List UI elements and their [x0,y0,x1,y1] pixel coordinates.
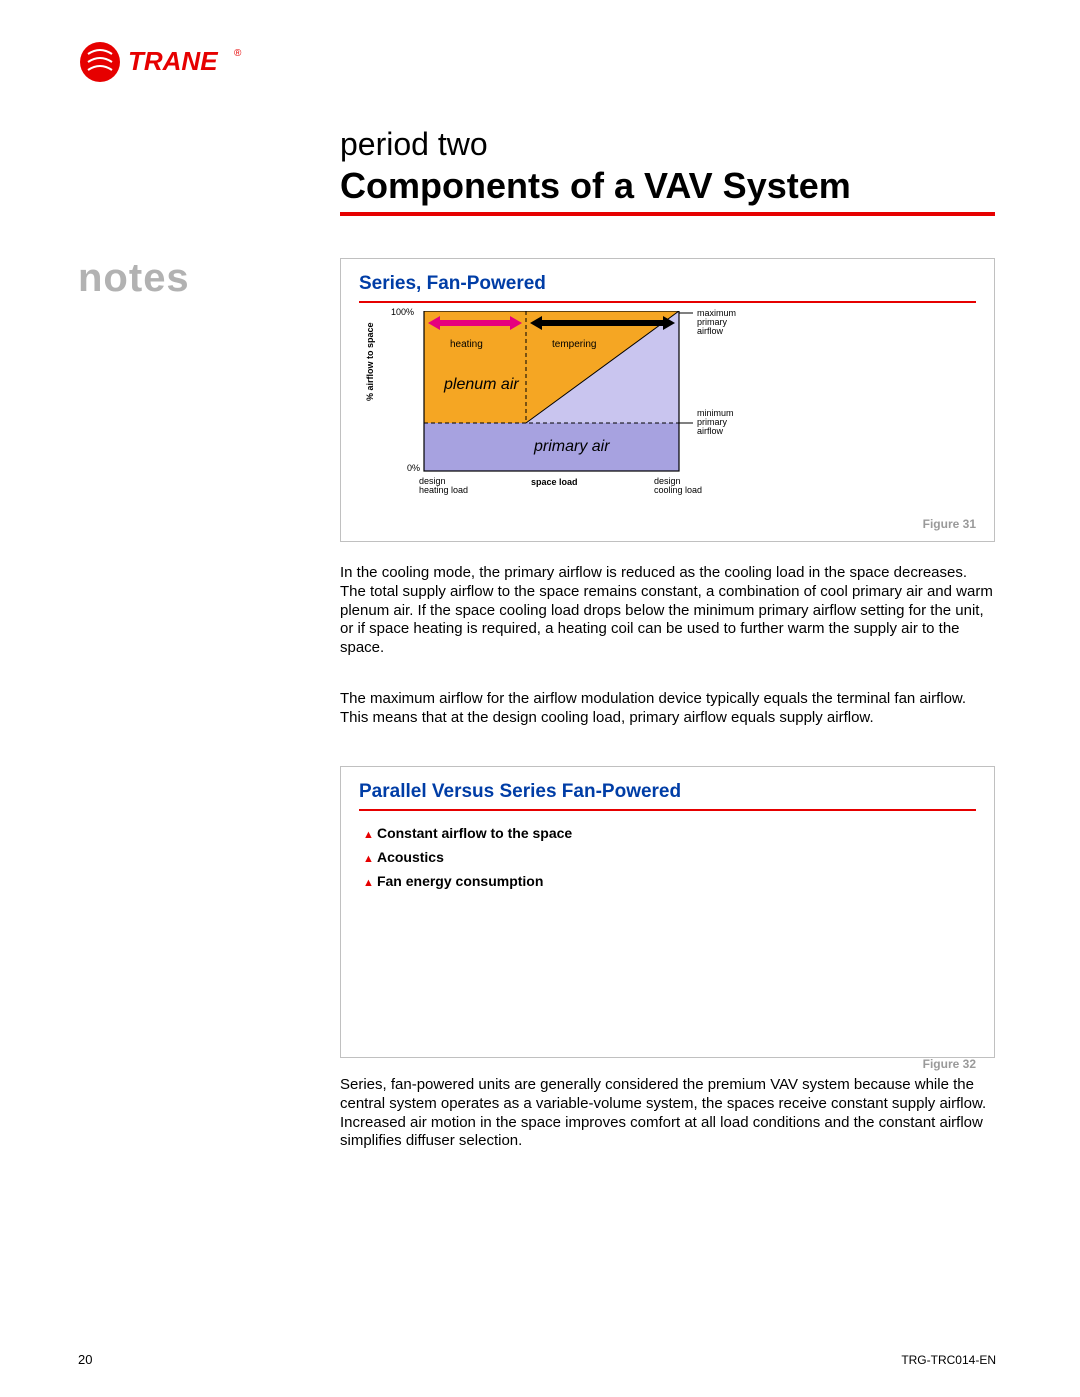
side-label-min: minimumprimaryairflow [697,409,734,436]
svg-text:TRANE: TRANE [128,46,218,76]
notes-label: notes [78,256,190,301]
side-label-max: maximumprimaryairflow [697,309,736,336]
x-axis-label: space load [531,477,578,487]
period-label: period two [340,126,851,163]
figure-31: Series, Fan-Powered heating tempering plen… [340,258,995,542]
svg-text:®: ® [234,48,242,59]
figure-31-caption: Figure 31 [359,517,976,531]
paragraph-3: Series, fan-powered units are generally … [340,1076,995,1151]
paragraph-1: In the cooling mode, the primary airflow… [340,564,995,658]
page-number: 20 [78,1352,92,1367]
figure-32-caption: Figure 32 [359,1057,976,1071]
page-title: Components of a VAV System [340,165,851,207]
figure-32-bullets: Constant airflow to the space Acoustics Fa… [363,825,976,889]
page-header: period two Components of a VAV System [340,126,851,207]
doc-code: TRG-TRC014-EN [901,1353,996,1367]
brand-logo: TRANE ® [78,40,243,84]
bullet-item: Fan energy consumption [363,873,976,889]
y-tick-100: 100% [391,307,414,317]
figure-31-title: Series, Fan-Powered [359,273,976,303]
figure-32: Parallel Versus Series Fan-Powered Const… [340,766,995,1058]
bullet-item: Constant airflow to the space [363,825,976,841]
header-rule [340,212,995,216]
svg-text:tempering: tempering [552,339,596,350]
figure-31-chart: heatingtemperingplenum airprimary air 10… [359,311,976,511]
bullet-item: Acoustics [363,849,976,865]
y-axis-label: % airflow to space [365,322,375,401]
svg-text:heating: heating [450,339,483,350]
svg-text:plenum air: plenum air [443,376,519,393]
paragraph-2: The maximum airflow for the airflow modu… [340,690,995,728]
y-tick-0: 0% [407,463,420,473]
svg-text:primary air: primary air [533,438,610,455]
x-tick-left: designheating load [419,477,468,495]
x-tick-right: designcooling load [654,477,702,495]
figure-32-title: Parallel Versus Series Fan-Powered [359,781,976,811]
